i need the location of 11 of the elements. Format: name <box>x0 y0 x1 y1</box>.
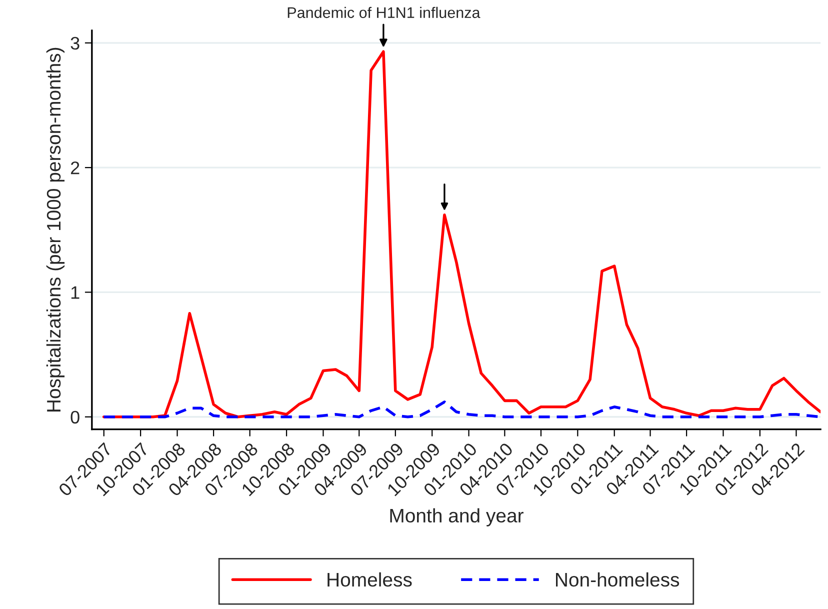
y-tick-label: 1 <box>71 286 80 299</box>
x-axis-title: Month and year <box>390 508 524 526</box>
y-axis-title: Hospitalizations (per 1000 person-months) <box>46 48 65 412</box>
line-series <box>102 400 821 418</box>
y-tick-label: 3 <box>70 36 80 50</box>
annotation: Pandemic of H1N1 influenza <box>288 6 480 18</box>
line-series <box>102 50 821 418</box>
y-tick-label: 2 <box>70 162 80 174</box>
y-tick-label: 0 <box>70 410 80 424</box>
legend-label: Homeless <box>328 572 412 587</box>
legend-label: Non-homeless <box>556 572 680 587</box>
